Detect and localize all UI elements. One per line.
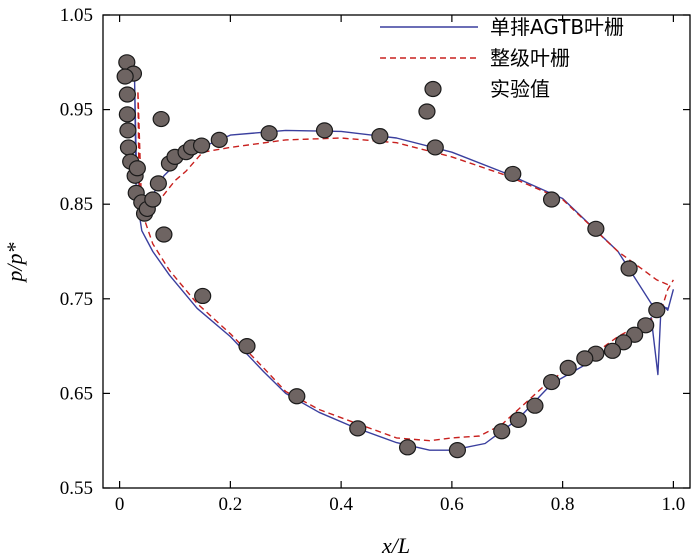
experiment-point [315,122,334,139]
experiment-point [426,139,444,156]
experiment-point [398,439,417,456]
experiment-point [587,220,605,237]
legend-marker-experiment [424,80,442,98]
experiment-point [418,103,436,120]
experiment-point [526,397,544,414]
axis-ticks: 0 0.2 0.4 0.6 0.8 1.0 0.55 0.65 0.75 0.85 0.95 1.05 [60,5,690,515]
experiment-point [448,442,467,459]
experiment-point [194,287,212,305]
experiment-point [192,137,211,154]
experiment-point [576,350,594,367]
y-tick-label: 0.65 [60,383,93,404]
experiment-point [542,191,561,208]
experiment-point [210,131,228,148]
legend-label: 单排AGTB叶栅 [490,15,624,39]
experiment-point [637,317,655,334]
experiment-point [349,420,367,437]
experiment-point [509,411,527,428]
experiment-point [119,139,138,156]
x-tick-label: 0.4 [329,494,353,515]
y-axis-title: p/p* [2,242,27,283]
y-tick-label: 0.85 [60,194,93,215]
y-tick-label: 1.05 [60,5,93,26]
experiment-point [493,423,511,440]
experiment-point [542,373,561,391]
experiment-point [118,86,136,103]
experiment-point [116,68,134,85]
experiment-point [603,342,622,359]
experiment-point [128,160,146,177]
experiment-point [504,165,522,183]
y-tick-label: 0.55 [60,478,93,499]
x-tick-label: 0.2 [218,494,242,515]
experiment-point [155,226,173,243]
experiment-point [149,175,167,192]
legend-label: 实验值 [490,77,550,101]
experiment-point [559,359,577,376]
experiment-point [152,110,170,128]
experiment-point [118,106,136,123]
y-tick-label: 0.95 [60,100,93,121]
experiment-point [144,191,162,208]
experiment-point [260,125,278,142]
experiment-point [371,127,389,145]
experiment-point [238,338,256,355]
experiment-point [648,302,666,319]
experiment-markers [116,54,666,459]
x-axis-title: x/L [381,533,410,558]
series-line-full-stage [137,89,675,442]
y-tick-label: 0.75 [60,289,93,310]
x-tick-label: 0 [115,494,125,515]
x-tick-label: 0.8 [551,494,575,515]
experiment-point [614,334,633,351]
plot-frame [102,14,691,489]
experiment-point [288,388,306,405]
legend-label: 整级叶栅 [490,46,570,70]
experiment-point [620,260,638,277]
experiment-point [119,122,137,139]
x-tick-label: 1.0 [662,494,686,515]
x-tick-label: 0.6 [440,494,464,515]
